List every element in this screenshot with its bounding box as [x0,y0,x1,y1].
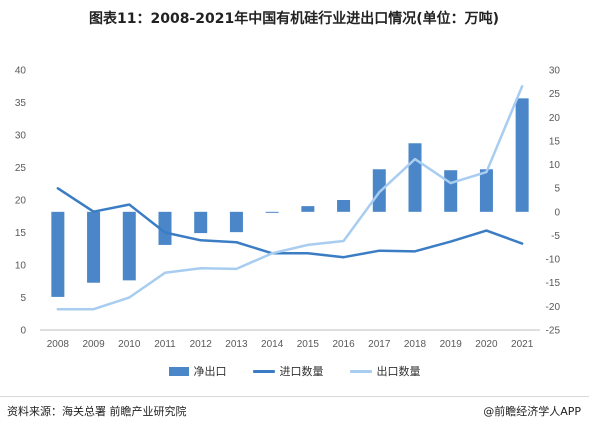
legend-item-import: 进口数量 [252,363,324,379]
x-tick-label: 2015 [297,339,320,350]
legend-item-net-export: 净出口 [168,363,227,379]
right-tick-label: -20 [546,302,561,313]
legend-label-export: 出口数量 [376,365,421,378]
footer-divider [0,396,589,397]
net-export-bar [444,170,458,212]
right-tick-label: -10 [546,255,561,266]
legend-swatch-net-export [168,366,189,376]
x-tick-label: 2020 [475,339,498,350]
x-tick-label: 2021 [511,339,534,350]
x-tick-label: 2019 [440,339,463,350]
legend-item-export: 出口数量 [349,363,421,379]
left-tick-label: 25 [15,163,27,174]
export-quantity-line [56,85,524,311]
net-export-bar [122,211,136,281]
left-tick-label: 5 [20,293,26,304]
net-export-bar [301,206,315,212]
net-export-bars [51,98,529,297]
net-export-bar [51,211,65,297]
right-tick-label: 15 [549,136,561,147]
right-tick-label: 20 [549,113,561,124]
left-tick-label: 35 [15,98,27,109]
legend-label-net-export: 净出口 [193,365,227,378]
brand-credit: @前瞻经济学人APP [483,405,581,418]
net-export-bar [515,98,529,212]
legend: 净出口 进口数量 出口数量 [0,363,589,379]
x-tick-label: 2010 [118,339,141,350]
net-export-bar [337,200,351,212]
right-tick-label: 0 [554,207,560,218]
x-tick-label: 2014 [261,339,284,350]
right-tick-label: -25 [546,326,561,337]
x-tick-label: 2017 [368,339,391,350]
legend-swatch-import [252,369,275,373]
right-axis: -25 -20 -15 -10 -5 0 5 10 15 20 25 30 [546,66,561,337]
source-note: 资料来源：海关总署 前瞻产业研究院 [7,405,187,418]
right-tick-label: 25 [549,89,561,100]
net-export-bar [229,211,243,233]
net-export-bar [194,211,208,234]
left-tick-label: 15 [15,228,27,239]
right-tick-label: 10 [549,160,561,171]
net-export-bar [265,211,279,213]
left-tick-label: 40 [15,66,27,77]
x-tick-label: 2016 [332,339,355,350]
x-tick-label: 2018 [404,339,427,350]
x-tick-label: 2013 [225,339,248,350]
left-tick-label: 0 [20,326,26,337]
quantity-lines [56,85,524,311]
x-tick-label: 2008 [47,339,70,350]
x-tick-label: 2009 [82,339,105,350]
chart-title: 图表11：2008-2021年中国有机硅行业进出口情况(单位：万吨) [88,11,500,27]
left-axis: 0 5 10 15 20 25 30 35 40 [15,66,27,337]
import-quantity-line [56,187,524,259]
right-tick-label: -5 [551,231,560,242]
net-export-bar [408,143,422,212]
legend-label-import: 进口数量 [279,365,324,378]
left-tick-label: 10 [15,261,27,272]
x-tick-label: 2011 [154,339,176,350]
left-tick-label: 20 [15,196,27,207]
x-axis: 2008 2009 2010 2011 2012 2013 2014 2015 2016 2017… [47,339,534,350]
left-tick-label: 30 [15,131,27,142]
x-tick-label: 2012 [190,339,213,350]
net-export-bar [158,211,172,245]
net-export-bar [87,211,101,283]
right-tick-label: 5 [554,184,560,195]
legend-swatch-export [349,369,372,373]
net-export-bar [479,169,493,212]
right-tick-label: 30 [549,66,561,77]
right-tick-label: -15 [546,278,561,289]
